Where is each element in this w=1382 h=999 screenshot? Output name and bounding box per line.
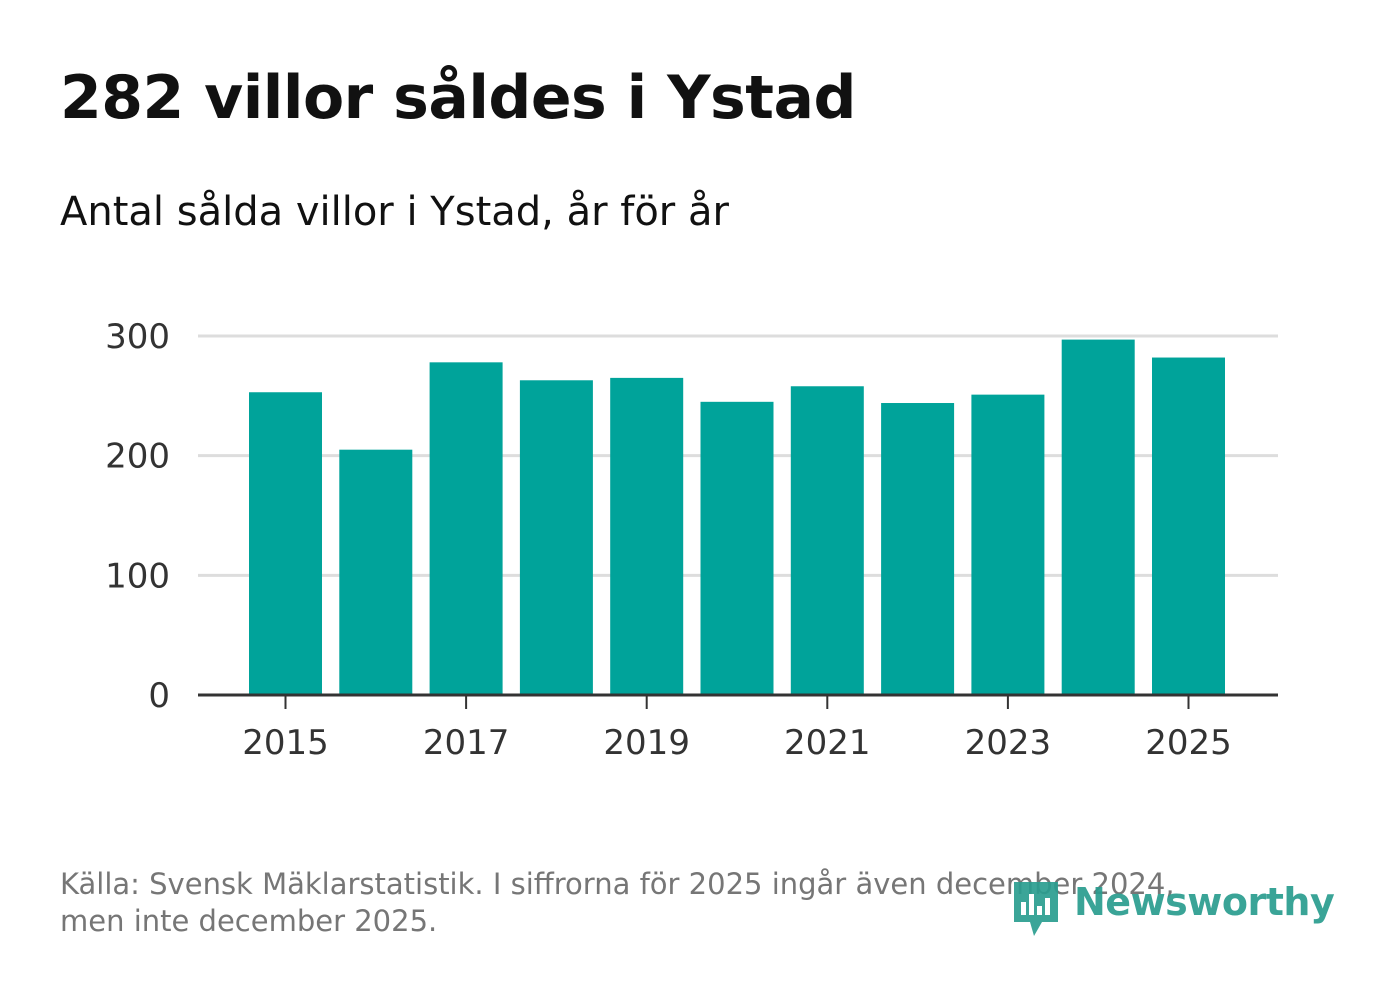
x-tick-label: 2019: [603, 723, 690, 763]
x-tick-label: 2025: [1145, 723, 1232, 763]
bar: [429, 362, 503, 695]
y-tick-label: 300: [105, 317, 170, 357]
x-tick-label: 2017: [423, 723, 510, 763]
source-note: Källa: Svensk Mäklarstatistik. I siffror…: [60, 866, 1260, 940]
x-tick-label: 2021: [784, 723, 871, 763]
bar: [1061, 339, 1135, 695]
chart-title: 282 villor såldes i Ystad: [60, 63, 856, 133]
newsworthy-logo: Newsworthy: [1010, 878, 1335, 942]
bar: [1152, 357, 1225, 695]
bar: [249, 392, 322, 695]
source-line-2: men inte december 2025.: [60, 904, 438, 938]
y-tick-label: 200: [105, 437, 170, 477]
y-tick-label: 100: [105, 556, 170, 596]
bar: [700, 401, 774, 695]
bar: [790, 386, 864, 695]
chart-subtitle: Antal sålda villor i Ystad, år för år: [60, 189, 729, 235]
logo-text: Newsworthy: [1074, 880, 1335, 924]
bar: [610, 377, 684, 695]
bar: [881, 403, 955, 695]
y-tick-label: 0: [148, 676, 170, 716]
bar: [339, 449, 413, 695]
bar: [971, 394, 1045, 695]
x-tick-label: 2023: [965, 723, 1052, 763]
bar: [519, 380, 593, 695]
newsworthy-logo-icon: [1014, 882, 1058, 936]
x-tick-label: 2015: [242, 723, 329, 763]
source-line-1: Källa: Svensk Mäklarstatistik. I siffror…: [60, 867, 1175, 901]
